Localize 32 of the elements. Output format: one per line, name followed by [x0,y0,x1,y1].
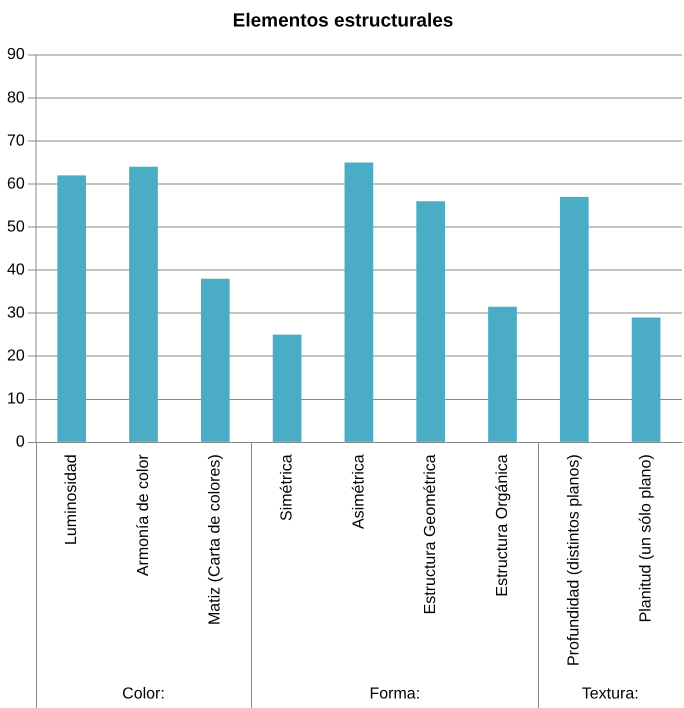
x-tick-label: Matiz (Carta de colores) [206,454,224,626]
y-tick-label: 30 [7,304,25,322]
y-tick-label: 80 [7,89,25,106]
x-tick-label: Asimétrica [350,454,368,530]
bar [416,201,446,442]
y-tick-label: 70 [7,132,25,150]
x-tick-label: Planitud (un sólo plano) [638,454,655,622]
y-tick-label: 20 [7,348,25,365]
bar [488,306,517,442]
y-tick-label: 60 [7,175,25,192]
y-tick-label: 90 [7,46,25,64]
y-tick-label: 50 [7,218,25,236]
x-tick-label: Profundidad (distintos planos) [566,454,583,666]
bar [272,334,302,442]
x-tick-label: Armonía de color [134,454,152,576]
text: Textura: [582,685,639,702]
bar [632,317,660,442]
bar [200,278,230,442]
bar [129,166,158,442]
text: Forma: [369,685,420,702]
x-tick-label: Estructura Geométrica [422,454,440,614]
bar [57,175,86,442]
bar [560,196,589,442]
chart-title: Elementos estructurales [232,10,454,32]
x-tick-label: Estructura Orgánica [494,454,511,597]
bar [344,162,374,442]
y-tick-label: 0 [16,434,25,451]
x-tick-label: Luminosidad [63,454,80,546]
y-tick-label: 10 [7,390,25,408]
text: Color: [122,685,165,702]
x-tick-label: Simétrica [278,454,296,522]
y-tick-label: 40 [7,261,25,278]
